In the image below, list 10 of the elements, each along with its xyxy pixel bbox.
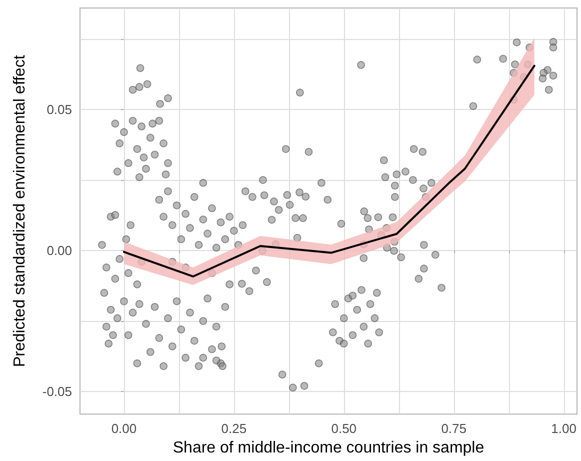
x-axis-title: Share of middle-income countries in sample (172, 440, 484, 456)
y-tick-label: -0.05 (42, 384, 72, 400)
y-axis-title: Predicted standardized environmental effect (12, 54, 28, 367)
x-tick-label: 0.50 (331, 421, 357, 436)
x-tick-label: 1.00 (551, 421, 576, 436)
y-tick-label: 0.05 (46, 102, 72, 118)
x-tick-label: 0.25 (221, 421, 247, 436)
x-tick-label: 0.75 (441, 421, 467, 436)
x-tick-label: 0.00 (111, 421, 137, 436)
y-tick-label: 0.00 (46, 243, 72, 258)
